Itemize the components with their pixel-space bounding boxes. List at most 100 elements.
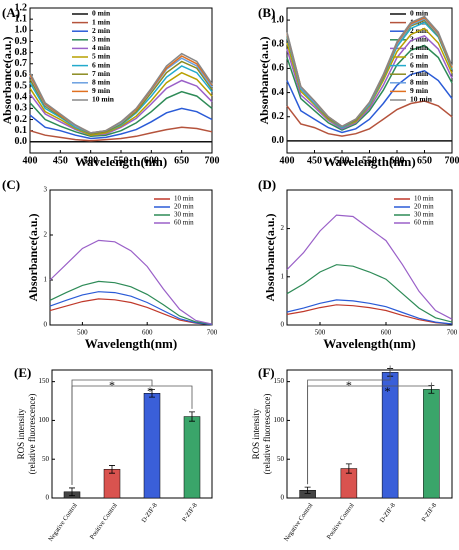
series-line — [286, 15, 453, 128]
legend-label: 4 min — [92, 43, 111, 52]
error-bar — [345, 463, 352, 474]
x-tick-label: 550 — [114, 155, 129, 166]
plot-frame — [51, 369, 213, 499]
plot-frame — [286, 189, 453, 326]
y-tick-label: 0.4 — [272, 87, 285, 98]
x-tick-label: P-ZIF-8 — [420, 502, 438, 523]
significance-bracket — [71, 385, 193, 485]
y-tick-label: 0.0 — [272, 135, 285, 146]
y-tick-label: 2 — [281, 224, 285, 232]
x-tick-label: 600 — [390, 155, 405, 166]
legend-label: 60 min — [174, 219, 194, 227]
y-tick-label: 0.5 — [15, 80, 28, 91]
legend-label: 0 min — [92, 9, 111, 18]
significance-mark: * — [147, 384, 153, 398]
y-tick-label: 1.1 — [15, 13, 28, 24]
y-tick-label: 0.6 — [272, 63, 285, 74]
x-tick-label: P-ZIF-8 — [181, 502, 199, 523]
y-axis-label: ROS intensity — [251, 408, 261, 459]
panel-label: (C) — [2, 177, 20, 192]
y-tick-label: 50 — [42, 455, 50, 463]
error-bar — [304, 486, 311, 494]
series-line — [29, 65, 213, 135]
x-tick-label: 400 — [23, 155, 38, 166]
y-axis-label: ROS intensity — [16, 408, 26, 459]
x-tick-label: 500 — [83, 155, 98, 166]
legend-label: 3 min — [410, 35, 429, 44]
y-tick-label: 0.9 — [15, 36, 28, 47]
series-line — [286, 214, 453, 320]
legend-label: 1 min — [92, 17, 111, 26]
legend-label: 5 min — [92, 52, 111, 61]
legend-label: 2 min — [92, 26, 111, 35]
y-tick-label: 0.0 — [15, 136, 28, 147]
legend-label: 9 min — [410, 86, 429, 95]
error-bar — [69, 487, 75, 497]
series-line — [286, 69, 453, 134]
panel-label: (A) — [2, 5, 20, 20]
x-tick-label: 600 — [381, 329, 392, 337]
legend-label: 8 min — [92, 78, 111, 87]
x-tick-label: 650 — [174, 155, 189, 166]
series-line — [49, 280, 213, 325]
series-line — [29, 107, 213, 140]
series-line — [49, 291, 213, 326]
x-tick-label: 450 — [53, 155, 68, 166]
bar — [423, 389, 440, 499]
y-tick-label: 100 — [274, 416, 285, 424]
x-axis-label: Wavelength(nm) — [85, 336, 177, 351]
y-tick-label: 0.7 — [15, 58, 28, 69]
y-tick-label: 50 — [277, 455, 285, 463]
x-tick-label: 700 — [447, 329, 458, 337]
y-axis-label: Absorbance(a.u.) — [263, 213, 277, 301]
y-tick-label: 3 — [44, 186, 48, 194]
series-line — [29, 126, 213, 142]
x-tick-label: 650 — [417, 155, 432, 166]
y-tick-label: 0.8 — [272, 39, 285, 50]
legend-label: 30 min — [414, 211, 434, 219]
x-tick-label: D-ZIF-8 — [140, 502, 158, 524]
x-tick-label: Positive Control — [89, 502, 119, 541]
y-tick-label: 2 — [44, 231, 48, 239]
series-line — [29, 90, 213, 138]
x-tick-label: 700 — [445, 155, 459, 166]
y-tick-label: 0.3 — [15, 103, 28, 114]
legend-label: 10 min — [414, 195, 434, 203]
legend-label: 0 min — [410, 9, 429, 18]
legend-label: 60 min — [414, 219, 434, 227]
series-line — [29, 71, 213, 136]
error-bar — [109, 465, 115, 474]
significance-mark: * — [109, 378, 115, 392]
legend-label: 10 min — [92, 95, 115, 104]
series-line — [286, 17, 453, 128]
legend-label: 6 min — [92, 60, 111, 69]
panel-label: (D) — [258, 177, 276, 192]
legend-label: 4 min — [410, 43, 429, 52]
x-tick-label: 700 — [207, 329, 218, 337]
y-tick-label: 0.8 — [15, 47, 28, 58]
series-line — [286, 304, 453, 325]
legend-label: 6 min — [410, 60, 429, 69]
significance-bracket — [307, 382, 432, 485]
significance-mark: * — [346, 378, 352, 392]
series-line — [29, 79, 213, 136]
legend-label: 3 min — [92, 35, 111, 44]
x-tick-label: 600 — [142, 329, 153, 337]
y-tick-label: 0.4 — [15, 92, 28, 103]
y-tick-label: 1.0 — [272, 14, 285, 25]
x-tick-label: Negative Control — [47, 502, 79, 543]
legend-label: 5 min — [410, 52, 429, 61]
series-line — [286, 27, 453, 129]
series-line — [49, 239, 213, 325]
panel-label: (B) — [258, 5, 275, 20]
legend-label: 10 min — [410, 95, 433, 104]
bar — [103, 469, 121, 499]
x-tick-label: Positive Control — [326, 502, 356, 541]
y-tick-label: 150 — [274, 377, 285, 385]
x-tick-label: 600 — [144, 155, 159, 166]
y-axis-label: Absorbance(a.u.) — [257, 36, 271, 124]
y-tick-label: 1 — [281, 272, 285, 280]
y-tick-label: 0 — [44, 321, 48, 329]
